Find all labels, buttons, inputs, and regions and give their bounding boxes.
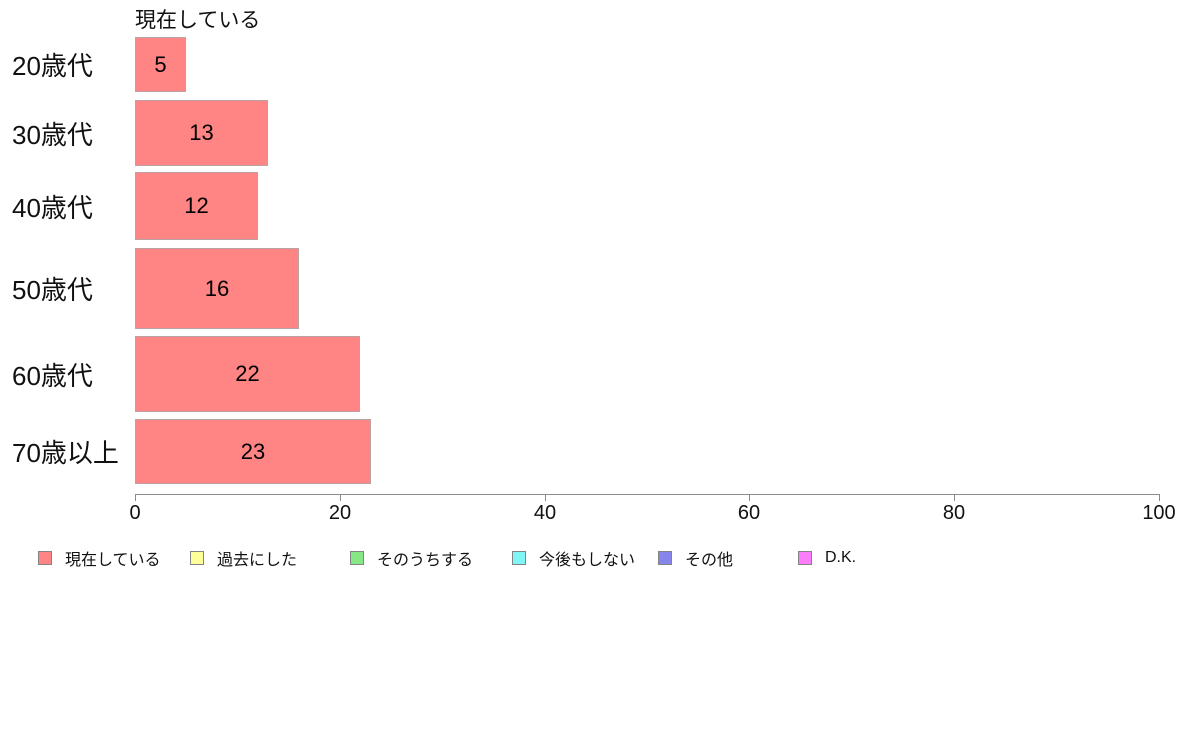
bar-value-label: 16 [204, 275, 230, 301]
x-axis-tick [135, 494, 136, 501]
bar-value-label: 23 [240, 438, 266, 464]
legend-label: その他 [685, 552, 734, 569]
bar-value-label: 13 [189, 120, 214, 145]
legend-item[interactable]: その他 [658, 550, 733, 569]
x-axis-tick-label: 80 [942, 502, 966, 524]
x-axis-tick [954, 494, 955, 501]
legend-label: 現在している [65, 552, 161, 569]
x-axis-tick [340, 494, 341, 501]
category-label: 70歳以上 [12, 438, 119, 468]
legend-swatch-icon [658, 551, 672, 565]
legend-item[interactable]: 過去にした [190, 550, 297, 569]
x-axis-tick-label: 60 [737, 502, 761, 524]
x-axis-tick-label: 100 [1142, 502, 1176, 524]
x-axis-tick [749, 494, 750, 501]
legend-swatch-icon [798, 551, 812, 565]
legend-label: D.K. [825, 549, 857, 566]
x-axis-line [135, 494, 1159, 495]
category-label: 50歳代 [12, 275, 93, 305]
bar-value-label: 12 [184, 193, 209, 218]
legend-swatch-icon [350, 551, 364, 565]
legend-item[interactable]: D.K. [798, 549, 857, 566]
legend-label: そのうちする [377, 552, 474, 569]
x-axis-tick-label: 20 [328, 502, 352, 524]
legend-label: 過去にした [217, 552, 298, 569]
legend-swatch-icon [190, 551, 204, 565]
bar-50歳代[interactable]: 16 [135, 248, 299, 329]
x-axis-tick-label: 0 [129, 502, 141, 524]
bar-40歳代[interactable]: 12 [135, 172, 258, 240]
bar-value-label: 22 [235, 361, 260, 386]
bar-20歳代[interactable]: 5 [135, 37, 186, 92]
x-axis-tick [545, 494, 546, 501]
bar-60歳代[interactable]: 22 [135, 336, 360, 412]
bar-value-label: 5 [154, 51, 167, 77]
legend-item[interactable]: 今後もしない [512, 550, 635, 569]
chart-title: 現在している [135, 9, 261, 32]
bar-70歳以上[interactable]: 23 [135, 419, 371, 484]
legend-swatch-icon [512, 551, 526, 565]
category-label: 60歳代 [12, 360, 93, 391]
x-axis-tick [1159, 494, 1160, 501]
category-label: 40歳代 [12, 192, 93, 223]
legend-swatch-icon [38, 551, 52, 565]
legend-item[interactable]: そのうちする [350, 550, 473, 569]
x-axis-tick-label: 40 [533, 502, 557, 524]
bar-30歳代[interactable]: 13 [135, 100, 268, 166]
legend-label: 今後もしない [539, 552, 636, 569]
category-label: 20歳代 [12, 51, 93, 81]
category-label: 30歳代 [12, 119, 93, 150]
legend-item[interactable]: 現在している [38, 550, 161, 569]
